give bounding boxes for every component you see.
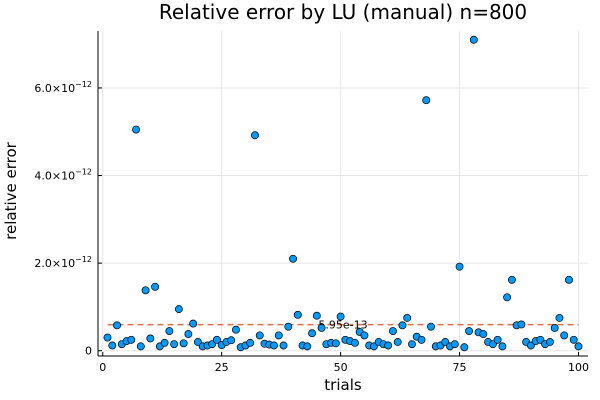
data-point [184, 330, 193, 339]
data-point [132, 125, 141, 134]
data-point [427, 322, 435, 331]
data-point [498, 342, 507, 351]
data-point [393, 338, 402, 346]
data-point [417, 335, 426, 344]
data-point [574, 342, 583, 351]
data-point [555, 313, 564, 322]
data-point [212, 335, 221, 344]
data-point [465, 327, 474, 335]
data-point [303, 342, 312, 351]
data-point [255, 331, 264, 340]
mean-label: 5.95e-13 [318, 319, 367, 332]
y-tick-label: 6.0×10−12 [34, 80, 92, 95]
data-point [189, 319, 198, 328]
data-point [350, 338, 359, 347]
data-point [331, 339, 340, 348]
data-point [469, 35, 478, 44]
data-point [565, 275, 573, 284]
data-point [160, 338, 169, 347]
data-point [384, 341, 393, 350]
x-tick-label: 25 [215, 361, 229, 374]
data-point [165, 327, 174, 335]
data-points [103, 35, 583, 352]
data-point [103, 333, 112, 342]
data-point [141, 286, 150, 295]
data-point [389, 327, 397, 335]
data-point [398, 321, 407, 330]
mean-line-group: 5.95e-13 [107, 319, 579, 332]
data-point [136, 342, 145, 351]
data-point [274, 331, 283, 340]
x-tick-label: 0 [99, 361, 106, 374]
y-tick-label: 4.0×10−12 [34, 168, 92, 183]
data-point [336, 312, 345, 321]
data-point [479, 330, 488, 339]
tick-labels: 0 25 50 75 100 0 2.0×10−12 4.0×10−12 6.0×10−12 [34, 80, 589, 374]
data-point [569, 335, 578, 344]
data-point [312, 311, 321, 320]
data-point [174, 305, 183, 314]
data-point [455, 262, 464, 271]
x-axis-label: trials [324, 376, 362, 394]
data-point [403, 313, 412, 322]
grid [98, 31, 588, 356]
data-point [293, 310, 302, 319]
data-point [179, 339, 188, 348]
data-point [246, 338, 255, 347]
data-point [127, 335, 136, 344]
x-tick-label: 100 [568, 361, 589, 374]
data-point [146, 334, 155, 343]
data-point [284, 322, 293, 331]
data-point [232, 325, 240, 334]
data-point [227, 336, 236, 345]
data-point [270, 341, 278, 350]
x-tick-label: 50 [334, 361, 348, 374]
data-point [460, 343, 469, 352]
data-point [493, 335, 502, 344]
data-point [151, 282, 160, 291]
data-point [251, 131, 259, 140]
chart-title: Relative error by LU (manual) n=800 [159, 0, 527, 24]
data-point [450, 340, 459, 349]
data-point [289, 254, 297, 263]
data-point [507, 275, 516, 284]
data-point [422, 96, 431, 105]
data-point [408, 340, 416, 349]
data-point [279, 341, 288, 350]
y-axis-label: relative error [2, 141, 20, 239]
data-point [108, 341, 117, 350]
data-point [503, 293, 512, 302]
y-tick-label: 2.0×10−12 [34, 255, 92, 270]
data-point [560, 331, 569, 340]
y-tick-label: 0 [85, 345, 92, 358]
data-point [317, 324, 326, 332]
data-point [113, 321, 121, 330]
data-point [517, 320, 526, 329]
axes [97, 31, 588, 357]
data-point [360, 331, 369, 340]
data-point [545, 338, 554, 346]
data-point [170, 340, 179, 349]
x-tick-label: 75 [453, 361, 467, 374]
data-point [308, 329, 317, 338]
data-point [550, 324, 559, 332]
